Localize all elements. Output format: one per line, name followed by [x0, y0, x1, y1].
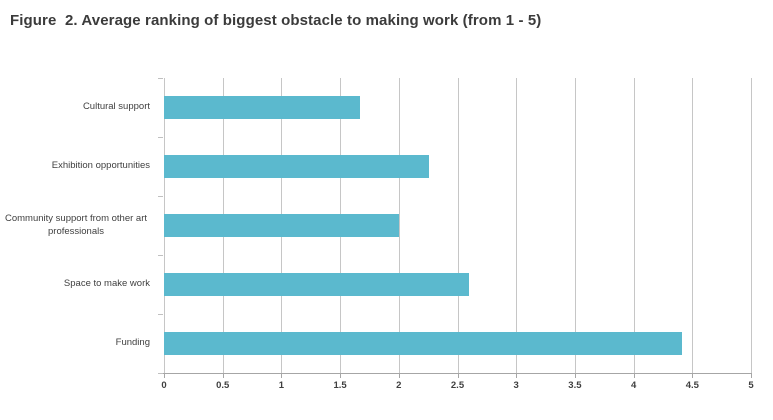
y-axis-tick	[158, 373, 163, 374]
x-axis-tick	[164, 374, 165, 378]
category-label: Community support from other art profess…	[4, 213, 148, 237]
bar-row	[164, 137, 751, 196]
x-axis-tick-label: 5	[748, 380, 754, 391]
bar-row	[164, 196, 751, 255]
category-label-row: Funding	[0, 314, 157, 373]
x-axis-tick	[751, 374, 752, 378]
gridline	[633, 78, 635, 373]
x-axis-tick	[222, 374, 224, 378]
x-axis-tick-label: 0	[161, 380, 167, 391]
x-axis-tick	[340, 374, 342, 378]
x-axis-tick-label: 4	[630, 380, 637, 391]
y-axis-tick	[158, 196, 163, 197]
x-axis-tick	[281, 374, 283, 378]
category-label-row: Community support from other art profess…	[0, 196, 157, 255]
category-label: Space to make work	[63, 278, 150, 290]
category-axis-labels: Cultural support Exhibition opportunities…	[0, 78, 157, 373]
x-axis-tick	[398, 374, 400, 378]
category-label-row: Space to make work	[0, 255, 157, 314]
x-axis-tick-label: 3.5	[568, 380, 582, 391]
y-axis-tick	[158, 255, 163, 256]
bar-row	[164, 78, 751, 137]
bar	[164, 214, 399, 237]
x-axis-tick	[516, 374, 518, 378]
category-label-row: Cultural support	[0, 78, 157, 137]
y-axis-tick	[158, 314, 163, 315]
bar	[164, 273, 470, 296]
category-label: Exhibition opportunities	[51, 160, 150, 172]
bar-row	[164, 314, 751, 373]
x-axis-tick-label: 0.5	[216, 380, 230, 391]
bar-series	[164, 78, 751, 373]
category-label: Cultural support	[82, 101, 150, 113]
gridline	[692, 78, 694, 373]
gridline	[457, 78, 459, 373]
y-axis-tick	[158, 78, 163, 79]
plot-area: 0 0.5 1 1.5 2 2.5 3 3.5 4 4.5 5	[158, 78, 754, 391]
x-axis-tick-label: 2	[396, 380, 402, 391]
bar	[164, 332, 682, 355]
x-axis-line	[163, 373, 752, 374]
gridline	[516, 78, 518, 373]
x-axis-tick	[692, 374, 694, 378]
y-axis-tick	[158, 137, 163, 138]
x-axis-tick-label: 4.5	[685, 380, 699, 391]
bar-row	[164, 255, 751, 314]
bar	[164, 96, 361, 119]
category-label-row: Exhibition opportunities	[0, 137, 157, 196]
x-axis-tick-label: 3	[513, 380, 519, 391]
bar	[164, 155, 430, 178]
gridline	[574, 78, 576, 373]
x-axis-tick-label: 2.5	[450, 380, 465, 391]
x-axis-tick	[457, 374, 459, 378]
category-label: Funding	[115, 337, 150, 349]
chart-title: Figure 2. Average ranking of biggest obs…	[10, 12, 542, 29]
x-axis-tick-label: 1	[278, 380, 285, 391]
x-axis-tick-label: 1.5	[333, 380, 347, 391]
x-axis-tick	[633, 374, 635, 378]
gridline	[751, 78, 752, 373]
gridline	[398, 78, 400, 373]
x-axis-tick	[574, 374, 576, 378]
